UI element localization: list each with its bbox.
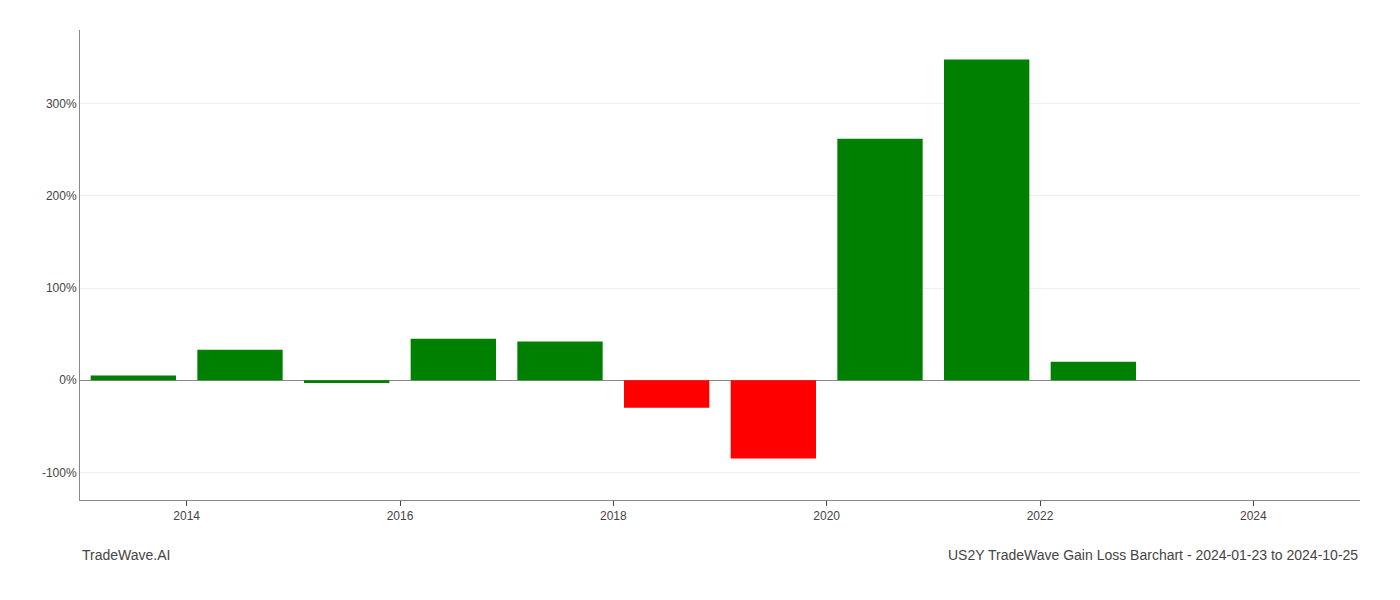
svg-text:2014: 2014 [173,509,200,523]
svg-text:2018: 2018 [600,509,627,523]
svg-text:2020: 2020 [813,509,840,523]
svg-text:US2Y TradeWave Gain Loss Barch: US2Y TradeWave Gain Loss Barchart - 2024… [948,547,1358,563]
svg-text:2024: 2024 [1240,509,1267,523]
svg-text:2016: 2016 [387,509,414,523]
svg-text:-100%: -100% [42,466,77,480]
svg-text:100%: 100% [46,281,77,295]
svg-text:2022: 2022 [1027,509,1054,523]
svg-text:200%: 200% [46,189,77,203]
svg-text:TradeWave.AI: TradeWave.AI [82,547,170,563]
svg-text:0%: 0% [59,373,77,387]
svg-text:300%: 300% [46,97,77,111]
